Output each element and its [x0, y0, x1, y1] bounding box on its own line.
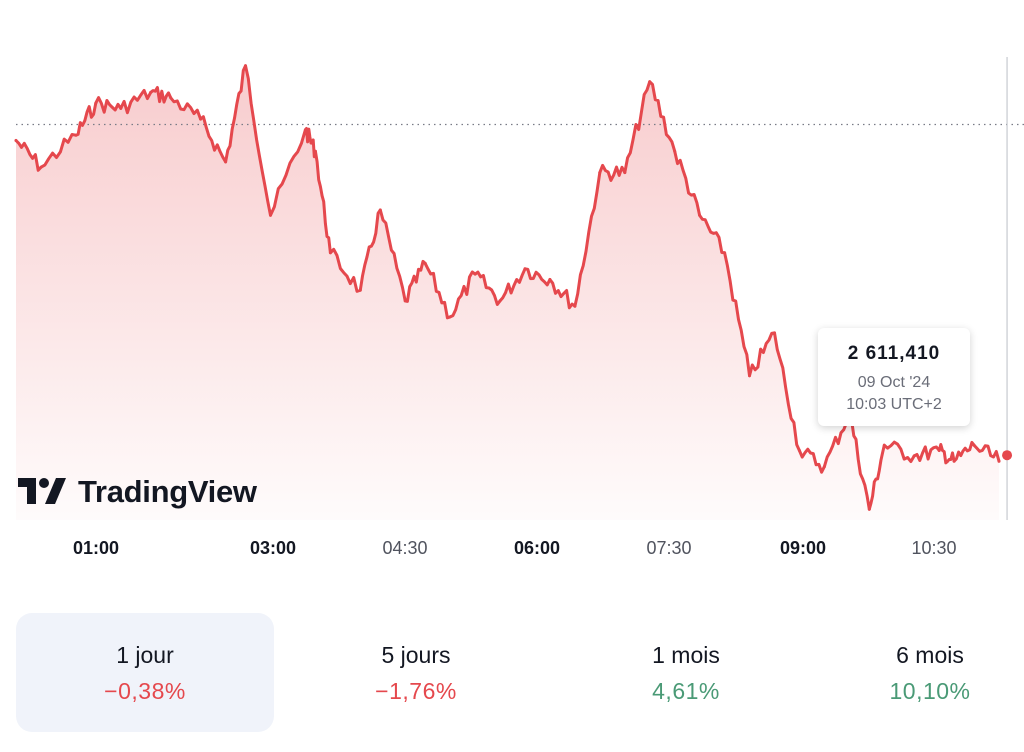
price-point — [74, 133, 78, 137]
price-point — [867, 507, 871, 511]
price-point — [997, 459, 1001, 463]
period-tab-6-months[interactable]: 6 mois 10,10% — [836, 613, 1024, 732]
tooltip-date: 09 Oct '24 — [857, 374, 931, 391]
price-point — [773, 331, 776, 335]
price-point — [14, 139, 18, 142]
tooltip-price: 2 611,410 — [847, 343, 941, 364]
period-change: −0,38% — [104, 678, 186, 704]
price-point — [972, 443, 976, 447]
price-point — [912, 454, 916, 458]
price-point — [269, 213, 272, 217]
price-point — [39, 165, 43, 169]
price-point — [224, 160, 228, 164]
price-chart[interactable] — [0, 0, 1024, 530]
period-change: −1,76% — [375, 678, 457, 704]
x-tick-label: 07:30 — [646, 538, 692, 558]
price-point — [328, 251, 332, 255]
price-point — [648, 80, 652, 84]
tradingview-logo: TradingView — [18, 474, 257, 510]
price-point — [358, 288, 362, 292]
x-tick-label: 10:30 — [911, 538, 957, 558]
period-change: 4,61% — [652, 678, 720, 704]
price-point — [698, 213, 702, 217]
price-point — [119, 106, 123, 110]
tooltip-time: 10:03 UTC+2 — [846, 396, 942, 413]
price-point — [598, 171, 602, 175]
price-point — [822, 465, 826, 469]
price-point — [473, 272, 477, 276]
tradingview-logo-icon — [18, 478, 66, 504]
price-point — [623, 171, 627, 175]
period-label: 1 mois — [652, 642, 720, 668]
price-point — [498, 299, 502, 303]
price-point — [94, 101, 98, 105]
x-tick-label: 03:00 — [249, 538, 297, 558]
x-tick-label: 01:00 — [72, 538, 120, 558]
period-label: 6 mois — [896, 642, 964, 668]
price-point — [303, 128, 307, 132]
price-point — [882, 443, 886, 447]
price-point — [673, 149, 677, 153]
price-point — [169, 96, 173, 100]
price-area-fill — [16, 65, 999, 520]
x-tick-label: 09:00 — [779, 538, 827, 558]
period-tab-1-month[interactable]: 1 mois 4,61% — [576, 613, 796, 732]
price-point — [723, 251, 727, 255]
price-point — [952, 459, 956, 463]
price-tooltip: 2 611,410 09 Oct '24 10:03 UTC+2 — [818, 328, 970, 426]
period-selector: 1 jour −0,38% 5 jours −1,76% 1 mois 4,61… — [16, 613, 1024, 732]
price-point — [149, 90, 153, 94]
price-point — [573, 304, 577, 308]
period-change: 10,10% — [889, 678, 971, 704]
price-point — [313, 149, 317, 153]
price-point — [548, 278, 552, 281]
price-point — [423, 261, 427, 265]
price-point — [199, 117, 203, 121]
price-point — [748, 374, 751, 378]
period-tab-5-days[interactable]: 5 jours −1,76% — [306, 613, 526, 732]
price-point — [937, 449, 941, 452]
price-point — [448, 315, 452, 319]
period-tab-1-day[interactable]: 1 jour −0,38% — [16, 613, 274, 732]
price-point — [523, 267, 527, 271]
price-series-line — [14, 64, 1001, 511]
price-point — [403, 299, 407, 303]
x-tick-label: 04:30 — [382, 538, 428, 558]
x-tick-label: 06:00 — [513, 538, 561, 558]
period-label: 1 jour — [116, 642, 174, 668]
price-point — [244, 64, 247, 68]
period-label: 5 jours — [381, 642, 451, 668]
crosshair-point — [1002, 450, 1013, 461]
price-point — [378, 208, 382, 212]
price-point — [797, 449, 801, 452]
tradingview-logo-text: TradingView — [78, 474, 257, 509]
